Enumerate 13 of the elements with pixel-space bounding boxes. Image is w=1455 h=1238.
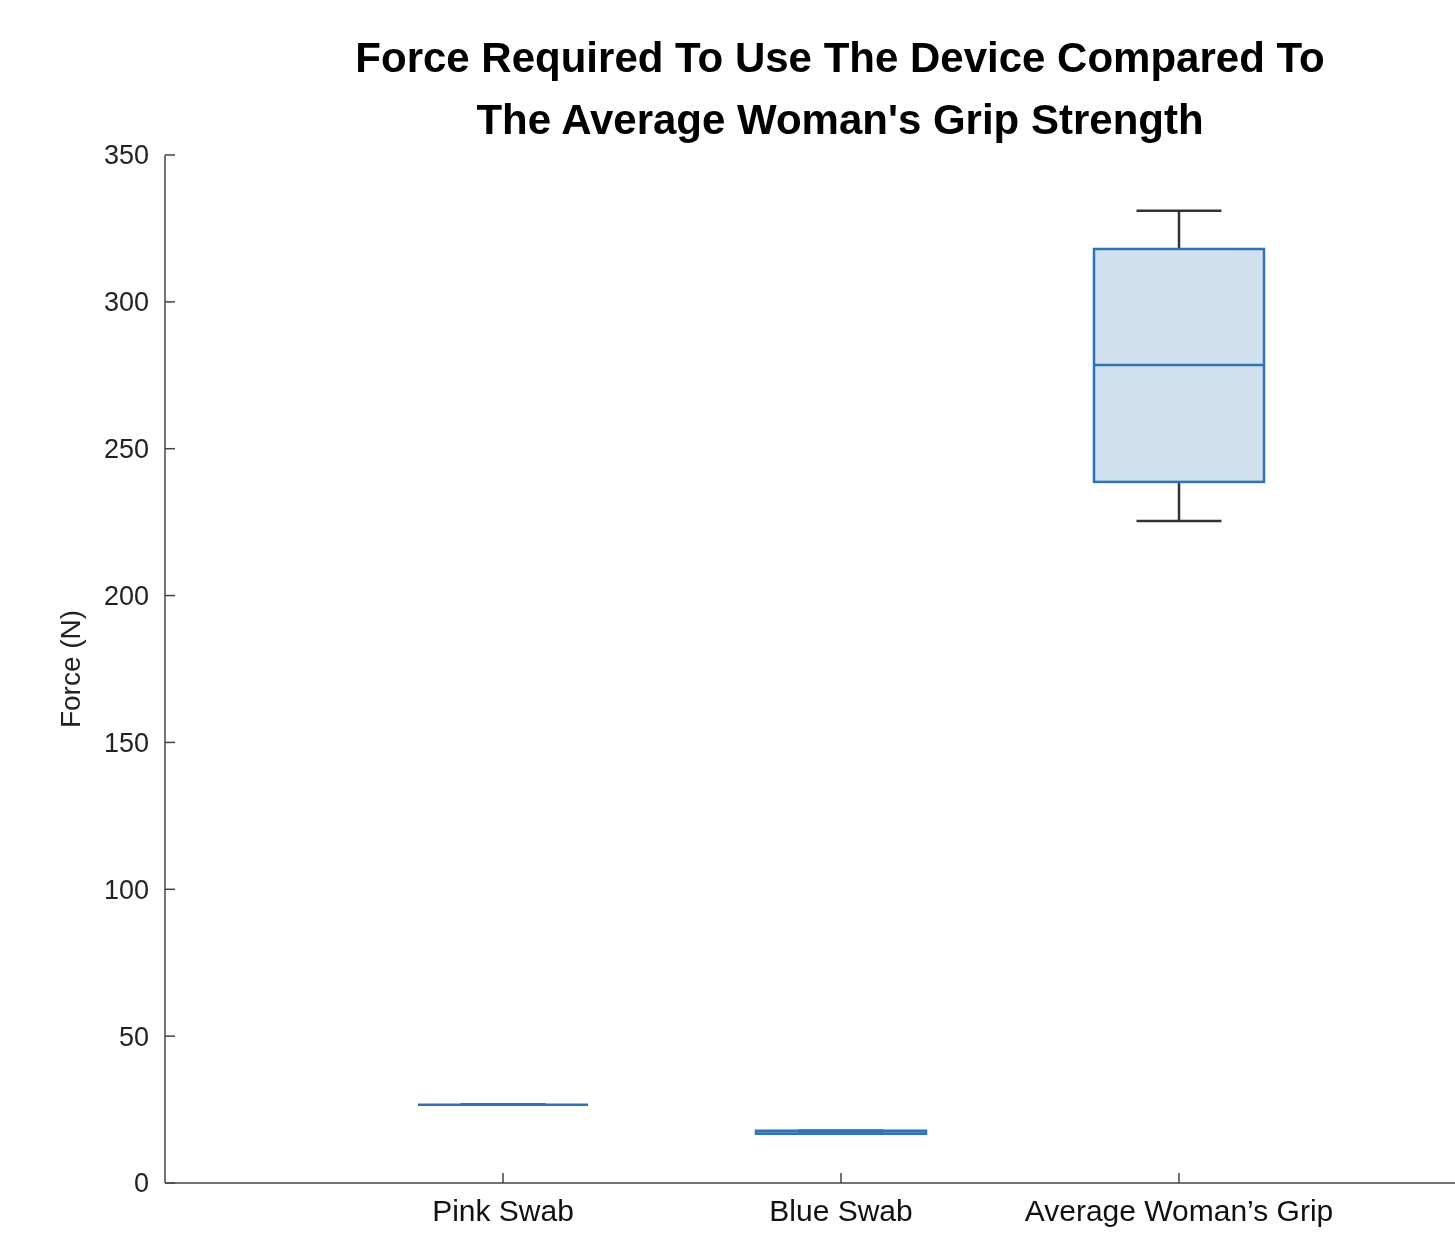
y-tick-label: 0 [133, 1168, 149, 1199]
y-tick-label: 200 [103, 581, 149, 612]
y-tick-label: 100 [103, 874, 149, 905]
y-tick-label: 50 [118, 1021, 149, 1052]
y-axis-title: Force (N) [55, 609, 86, 729]
y-tick-label: 250 [103, 434, 149, 465]
x-tick-label: Pink Swab [432, 1194, 574, 1227]
chart-title: Force Required To Use The Device Compared To The Average Woman's Grip Strength [355, 34, 1325, 143]
y-tick-label: 150 [103, 727, 149, 758]
y-tick-label: 350 [103, 140, 149, 171]
y-tick-label: 300 [103, 287, 149, 318]
x-tick-label: Average Woman’s Grip [1024, 1194, 1334, 1227]
x-tick-label: Blue Swab [769, 1194, 913, 1227]
